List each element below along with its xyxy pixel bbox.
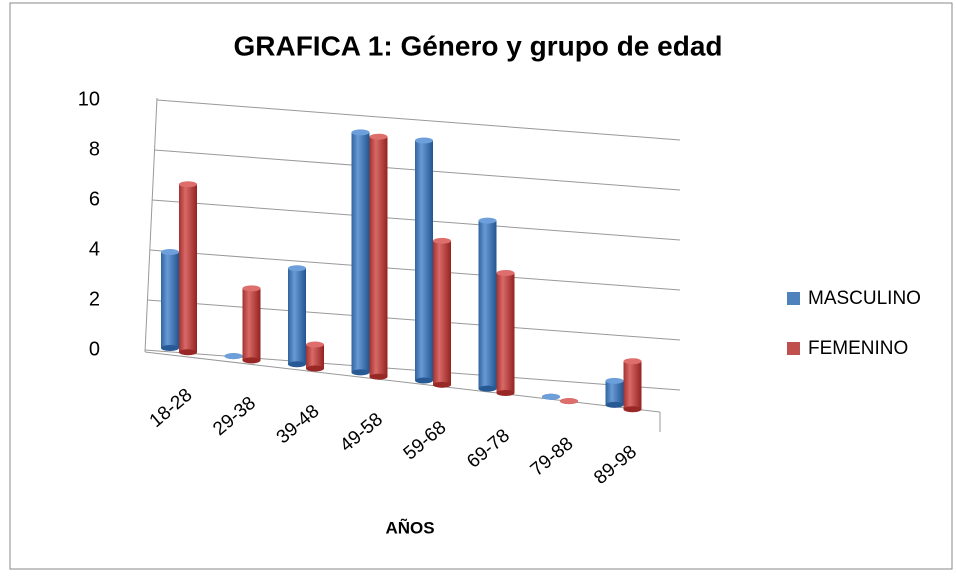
legend-swatch (787, 292, 800, 305)
left-wall (144, 97, 158, 353)
bar (623, 361, 642, 410)
y-tick-label: 8 (89, 138, 100, 160)
bar-top (496, 269, 515, 276)
bar-bottom (478, 385, 497, 392)
bar-bottom (496, 389, 515, 396)
bar-bottom (605, 401, 624, 408)
bar-top (369, 133, 388, 140)
bar-bottom (161, 345, 179, 351)
bar-bottom (306, 365, 324, 372)
y-tick-label: 2 (89, 288, 100, 310)
bar-top (242, 285, 261, 292)
legend-label: FEMENINO (808, 338, 908, 359)
bar (415, 140, 433, 381)
bar-top (415, 137, 433, 144)
bar-top (560, 398, 578, 405)
bar-bottom (351, 369, 370, 376)
bar (242, 288, 261, 361)
bar (369, 136, 388, 377)
bar-top (478, 217, 497, 224)
bar-bottom (179, 349, 197, 356)
legend-label: MASCULINO (808, 288, 921, 309)
bar-top (306, 341, 324, 348)
bar-bottom (623, 406, 642, 413)
bar-bottom (242, 357, 261, 364)
bar-top (161, 249, 179, 255)
bar-top (433, 237, 451, 244)
bar-bottom (433, 381, 451, 388)
y-tick-label: 4 (89, 238, 100, 260)
y-tick-label: 0 (89, 338, 100, 360)
bar-top (542, 393, 560, 400)
x-axis-label: AÑOS (385, 517, 434, 537)
bar-top (179, 181, 197, 188)
legend-swatch (787, 342, 800, 355)
grid-line (149, 249, 681, 291)
bar-top (288, 265, 306, 272)
bar (605, 380, 624, 405)
bar (306, 344, 324, 369)
bar-bottom (415, 377, 433, 384)
bar (288, 268, 306, 365)
bar (496, 272, 515, 393)
y-tick-label: 10 (78, 88, 100, 110)
bar (478, 220, 497, 389)
bar (161, 252, 179, 348)
bar (433, 240, 451, 385)
bar-top (351, 129, 370, 136)
bar-bottom (369, 373, 388, 380)
y-tick-label: 6 (89, 188, 100, 210)
bar-top (623, 358, 642, 365)
bar-top (224, 353, 243, 360)
bar (351, 132, 370, 373)
bar (179, 184, 197, 353)
bar-bottom (288, 361, 306, 368)
grid-line (156, 99, 681, 141)
chart-title: GRAFICA 1: Género y grupo de edad (233, 30, 722, 61)
bar-top (605, 377, 624, 384)
grid-line (147, 299, 681, 341)
